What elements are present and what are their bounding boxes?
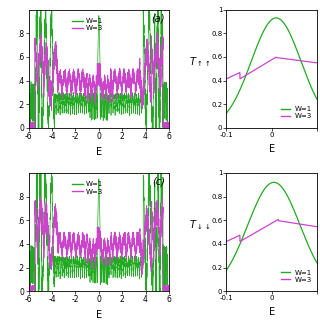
W=1 bbox=[149, 243, 153, 246]
W=3 bbox=[149, 96, 153, 100]
W=3 bbox=[167, 286, 171, 290]
W=3 bbox=[43, 54, 47, 58]
W=1 bbox=[164, 273, 168, 277]
Y-axis label: $T_{\uparrow\uparrow}$: $T_{\uparrow\uparrow}$ bbox=[189, 55, 211, 69]
W=3 bbox=[39, 31, 43, 35]
W=1 bbox=[43, 17, 47, 21]
W=3 bbox=[164, 289, 167, 293]
Y-axis label: $T_{\downarrow\downarrow}$: $T_{\downarrow\downarrow}$ bbox=[189, 219, 211, 232]
W=1 bbox=[33, 126, 37, 130]
Line: W=1: W=1 bbox=[29, 10, 169, 128]
W=3 bbox=[164, 123, 168, 126]
Text: (c): (c) bbox=[152, 176, 165, 187]
W=1 bbox=[43, 172, 47, 176]
W=3 bbox=[149, 270, 153, 274]
W=3 bbox=[27, 121, 31, 125]
W=3 bbox=[51, 58, 55, 62]
Legend: W=1, W=3: W=1, W=3 bbox=[70, 15, 106, 34]
W=3 bbox=[167, 124, 171, 128]
W=1 bbox=[27, 289, 31, 293]
W=1 bbox=[167, 284, 171, 287]
X-axis label: E: E bbox=[96, 147, 102, 157]
Line: W=3: W=3 bbox=[29, 196, 169, 291]
W=1 bbox=[87, 273, 91, 276]
Legend: W=1, W=3: W=1, W=3 bbox=[70, 179, 106, 197]
W=3 bbox=[27, 288, 31, 292]
W=1 bbox=[35, 171, 38, 175]
W=1 bbox=[35, 8, 39, 12]
X-axis label: E: E bbox=[96, 310, 102, 320]
Line: W=3: W=3 bbox=[29, 33, 169, 128]
W=3 bbox=[28, 126, 32, 130]
W=3 bbox=[81, 238, 84, 242]
W=3 bbox=[87, 248, 91, 252]
Legend: W=1, W=3: W=1, W=3 bbox=[278, 267, 315, 285]
W=3 bbox=[38, 195, 42, 198]
W=1 bbox=[87, 109, 91, 113]
W=1 bbox=[81, 111, 84, 115]
W=3 bbox=[87, 87, 91, 91]
Legend: W=1, W=3: W=1, W=3 bbox=[278, 103, 315, 122]
W=1 bbox=[149, 84, 153, 88]
W=1 bbox=[33, 289, 37, 293]
Text: (a): (a) bbox=[151, 13, 165, 23]
X-axis label: E: E bbox=[268, 144, 275, 154]
W=1 bbox=[81, 272, 84, 276]
W=1 bbox=[51, 81, 55, 85]
W=3 bbox=[51, 236, 55, 240]
W=1 bbox=[51, 240, 55, 244]
W=3 bbox=[43, 219, 47, 223]
W=1 bbox=[164, 107, 168, 110]
W=1 bbox=[27, 125, 31, 129]
Line: W=1: W=1 bbox=[29, 173, 169, 291]
W=1 bbox=[167, 124, 171, 128]
W=3 bbox=[81, 80, 84, 84]
X-axis label: E: E bbox=[268, 307, 275, 317]
W=3 bbox=[164, 287, 168, 291]
